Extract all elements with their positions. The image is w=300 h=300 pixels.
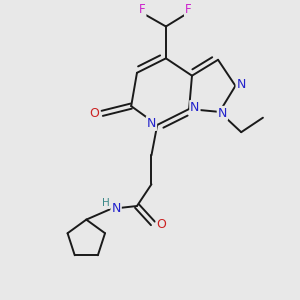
Text: O: O (89, 107, 99, 120)
Text: N: N (147, 117, 156, 130)
Text: N: N (190, 101, 200, 114)
Text: N: N (236, 78, 246, 91)
Text: H: H (102, 198, 110, 208)
Text: F: F (139, 3, 146, 16)
Text: N: N (111, 202, 121, 215)
Text: N: N (218, 107, 227, 120)
Text: F: F (185, 3, 191, 16)
Text: O: O (157, 218, 166, 231)
